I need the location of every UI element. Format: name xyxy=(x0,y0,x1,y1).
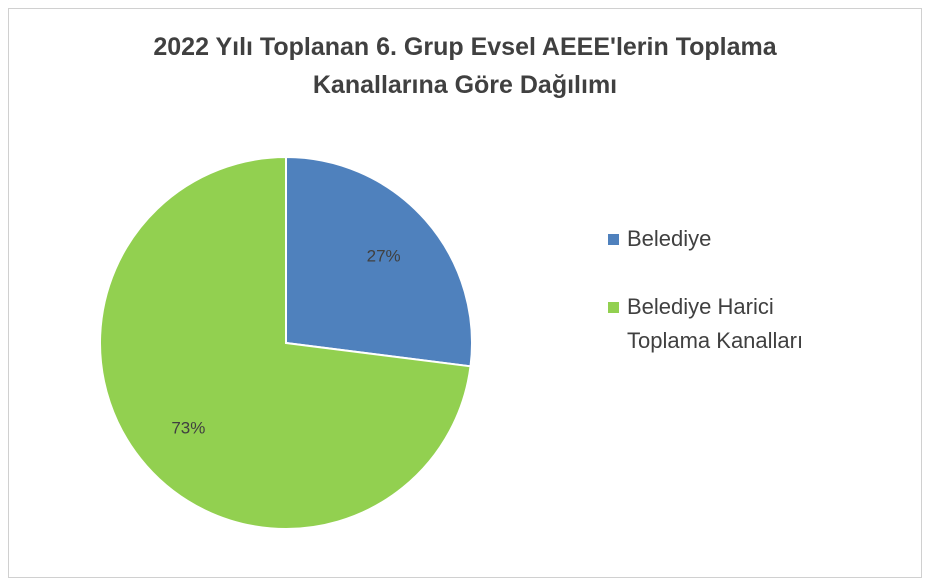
legend-label: Belediye xyxy=(627,226,712,251)
legend-swatch xyxy=(608,234,619,245)
legend-item: Belediye Harici Toplama Kanalları xyxy=(608,290,858,358)
data-label: 73% xyxy=(171,419,205,438)
legend-swatch xyxy=(608,302,619,313)
pie-slice xyxy=(99,155,472,530)
legend-item: Belediye xyxy=(608,222,858,256)
legend-label: Belediye Harici Toplama Kanalları xyxy=(627,294,804,353)
pie-slice xyxy=(285,155,473,368)
chart-title: 2022 Yılı Toplanan 6. Grup Evsel AEEE'le… xyxy=(153,33,777,99)
chart-frame xyxy=(8,8,922,578)
data-label: 27% xyxy=(367,246,401,265)
legend: Belediye Belediye Harici Toplama Kanallar… xyxy=(608,222,858,392)
